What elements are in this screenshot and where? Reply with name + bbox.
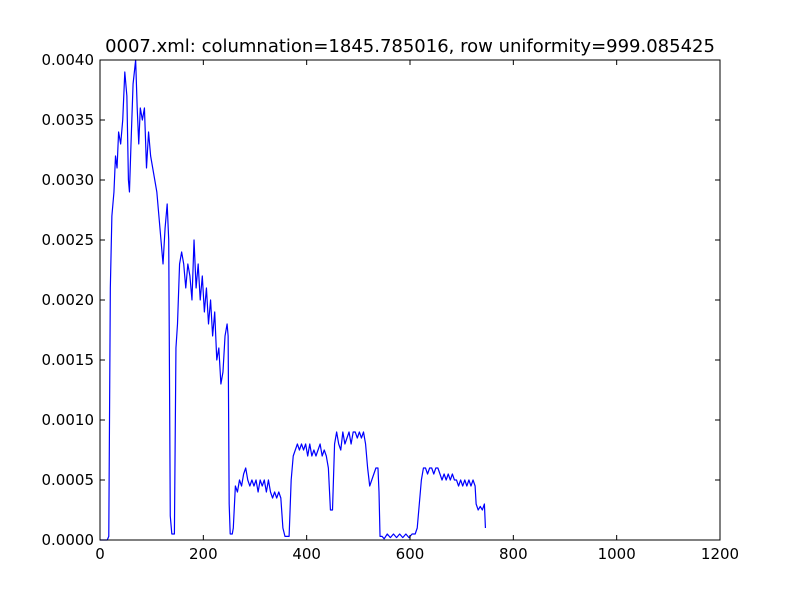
y-tick-label: 0.0040 — [42, 51, 95, 69]
y-tick-label: 0.0000 — [42, 531, 95, 549]
y-axis: 0.0000 0.0005 0.0010 0.0015 0.0020 0.0025 0.00… — [42, 51, 720, 549]
y-tick-label: 0.0010 — [42, 411, 95, 429]
x-axis: 0 200 400 600 800 1000 1200 — [95, 60, 739, 563]
y-tick-label: 0.0015 — [42, 351, 95, 369]
x-tick-label: 400 — [292, 545, 321, 563]
plot-area — [100, 60, 720, 540]
x-tick-label: 0 — [95, 545, 105, 563]
series-line-0 — [100, 59, 487, 541]
x-tick-label: 200 — [189, 545, 218, 563]
series-layer — [100, 59, 487, 541]
y-tick-label: 0.0005 — [42, 471, 95, 489]
y-tick-label: 0.0035 — [42, 111, 95, 129]
x-tick-label: 800 — [499, 545, 528, 563]
y-tick-label: 0.0025 — [42, 231, 95, 249]
y-tick-label: 0.0020 — [42, 291, 95, 309]
chart-title: 0007.xml: columnation=1845.785016, row u… — [105, 36, 715, 57]
x-tick-label: 1200 — [701, 545, 739, 563]
x-tick-label: 1000 — [598, 545, 636, 563]
x-tick-label: 600 — [396, 545, 425, 563]
y-tick-label: 0.0030 — [42, 171, 95, 189]
